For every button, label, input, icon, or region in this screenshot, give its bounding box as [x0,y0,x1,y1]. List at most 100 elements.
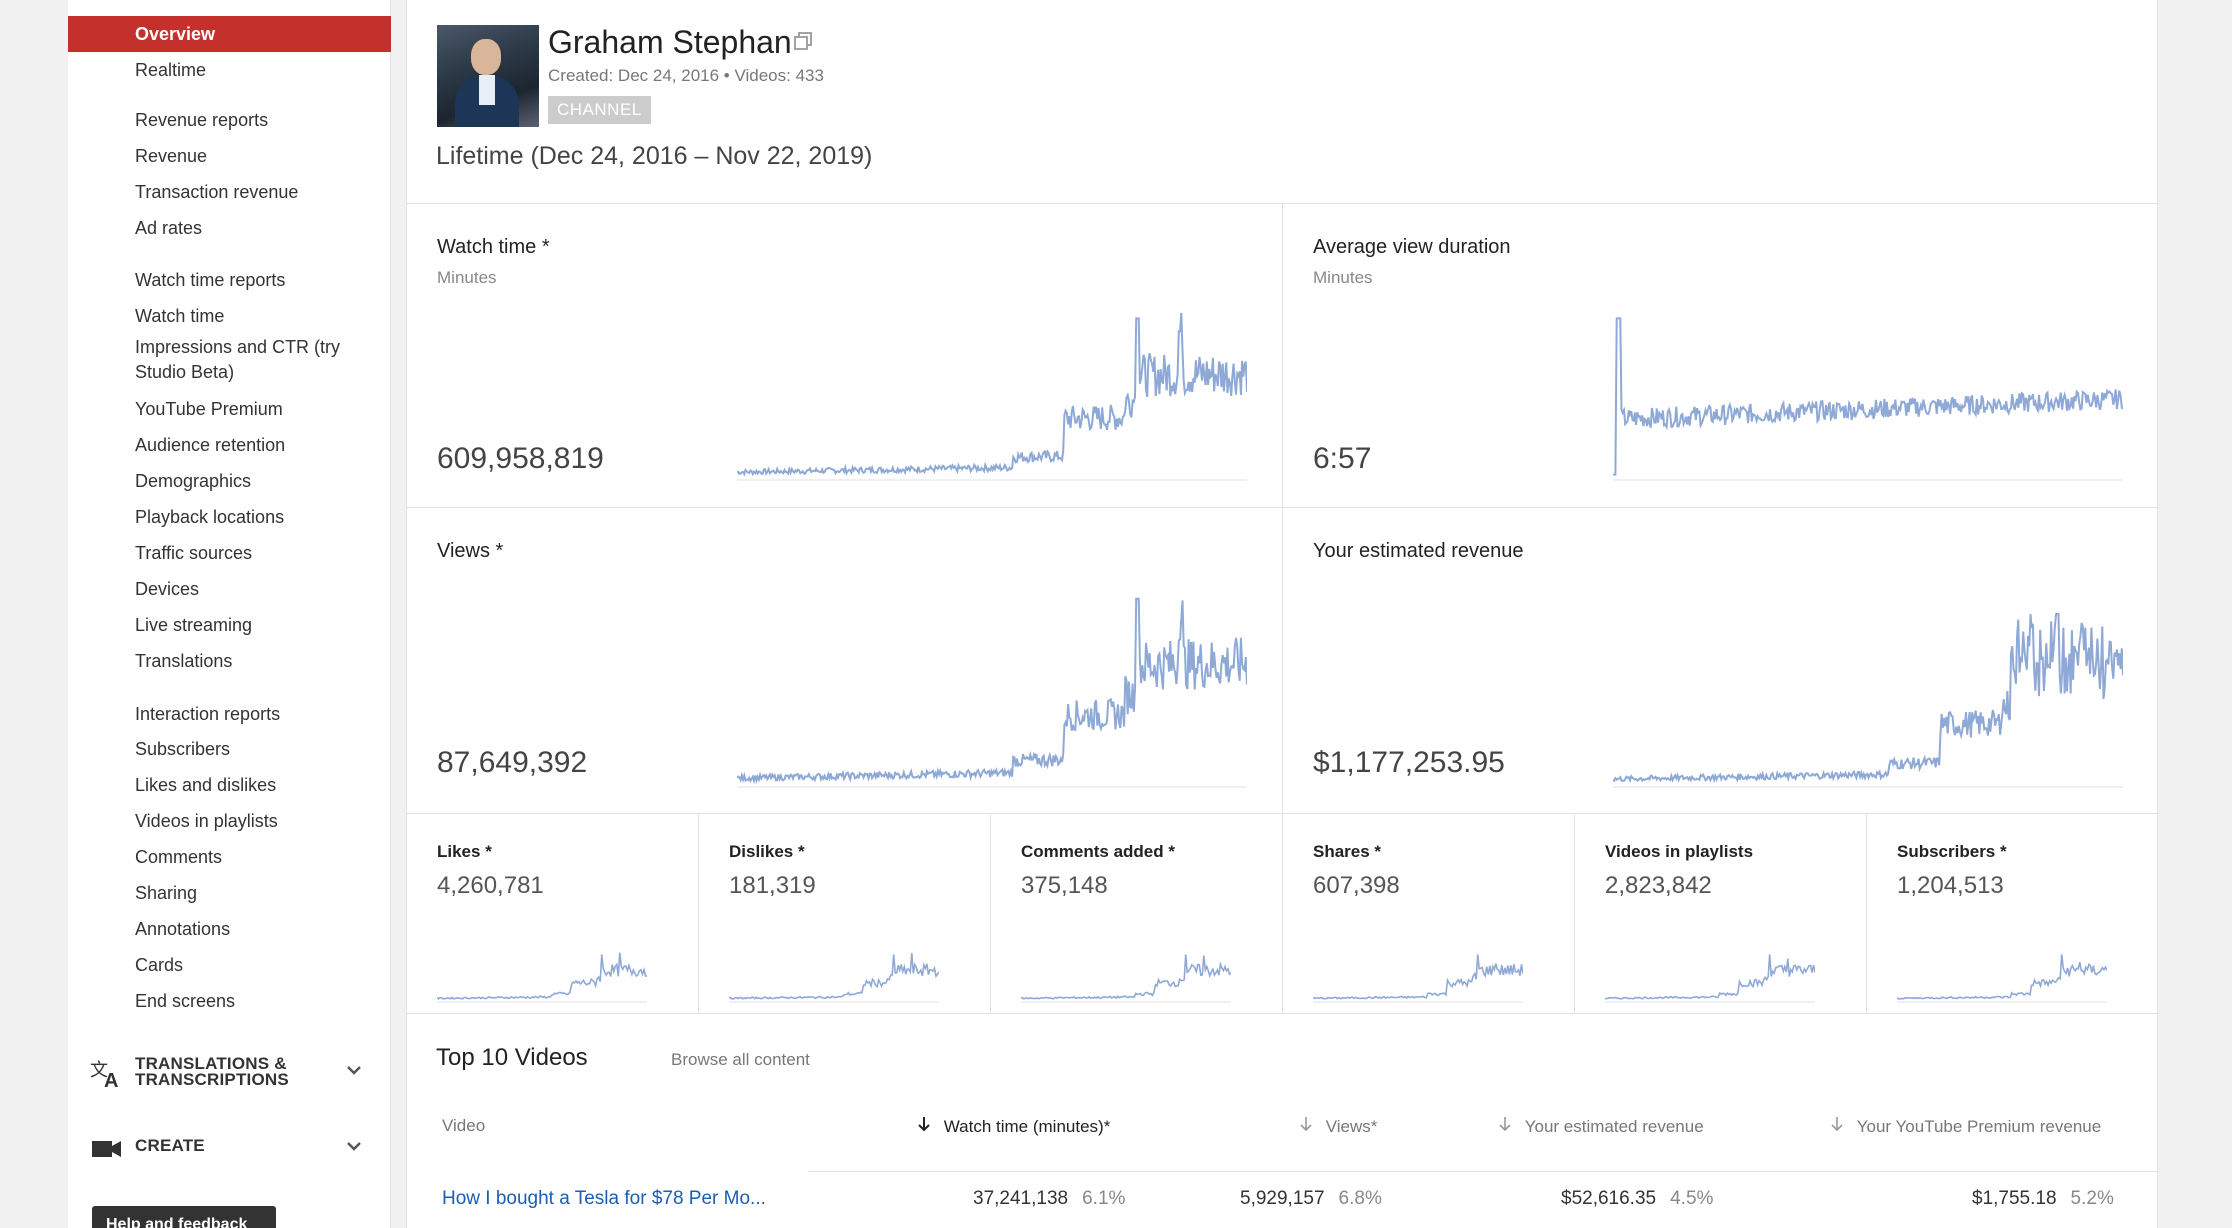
card-value: 607,398 [1313,872,1400,899]
sidebar: Overview Realtime Revenue reports Revenu… [68,0,391,1228]
playlists-sparkline [1605,954,1815,1003]
sidebar-item-cards[interactable]: Cards [135,955,184,975]
sidebar-item-ad-rates[interactable]: Ad rates [135,218,203,238]
sidebar-item-interaction-reports[interactable]: Interaction reports [135,704,281,724]
card-value: 4,260,781 [437,872,544,899]
video-camera-icon [90,1134,124,1164]
sidebar-item-traffic-sources[interactable]: Traffic sources [135,543,253,563]
card-value: 375,148 [1021,872,1108,899]
arrow-down-icon [1498,1117,1517,1136]
sparkline-line [1021,954,1231,1000]
sparkline-line [1613,613,2123,784]
views-sparkline [737,597,1247,788]
sidebar-item-devices[interactable]: Devices [135,579,200,599]
card-value: 2,823,842 [1605,872,1712,899]
sidebar-item-annotations[interactable]: Annotations [135,919,231,939]
video-title-link[interactable]: How I bought a Tesla for $78 Per Mo... [442,1188,766,1209]
card-average-view-duration[interactable]: Average view duration Minutes 6:57 [1283,204,2159,508]
channel-header: Graham Stephan Created: Dec 24, 2016 • V… [407,0,2159,204]
card-dislikes[interactable]: Dislikes * 181,319 [699,814,991,1014]
sparkline-line [737,312,1247,477]
sidebar-item-impressions-ctr[interactable]: Impressions and CTR (try Studio Beta) [135,337,341,382]
cell-premium-revenue: $1,755.18 5.2% [1972,1188,2114,1209]
card-title: Watch time * [437,236,550,258]
cell-watch-time: 37,241,138 6.1% [973,1188,1126,1209]
sidebar-item-sharing[interactable]: Sharing [135,883,198,903]
shares-sparkline [1313,954,1523,1003]
watch-time-sparkline [737,312,1247,481]
card-subscribers[interactable]: Subscribers * 1,204,513 [1867,814,2159,1014]
help-feedback-button[interactable]: Help and feedback [92,1206,276,1228]
sidebar-item-audience-retention[interactable]: Audience retention [135,435,286,455]
sidebar-item-comments[interactable]: Comments [135,847,223,867]
arrow-down-icon [917,1117,936,1136]
sidebar-item-watch-time-reports[interactable]: Watch time reports [135,270,286,290]
sidebar-item-revenue[interactable]: Revenue [135,146,208,166]
create-group[interactable]: CREATE [68,1128,391,1172]
translations-transcriptions-group[interactable]: 文 A TRANSLATIONS & TRANSCRIPTIONS [68,1052,391,1096]
date-range[interactable]: Lifetime (Dec 24, 2016 – Nov 22, 2019) [436,142,873,170]
sparkline-line [1613,317,2123,476]
table-divider [808,1171,2159,1172]
card-title: Videos in playlists [1605,842,1754,861]
card-title: Subscribers * [1897,842,2007,861]
sidebar-item-youtube-premium[interactable]: YouTube Premium [135,399,283,419]
sidebar-item-watch-time[interactable]: Watch time [135,306,225,326]
sidebar-item-demographics[interactable]: Demographics [135,471,252,491]
card-title: Dislikes * [729,842,805,861]
card-watch-time[interactable]: Watch time * Minutes 609,958,819 [407,204,1283,508]
sidebar-item-revenue-reports[interactable]: Revenue reports [135,110,269,130]
sidebar-item-translations[interactable]: Translations [135,651,233,671]
card-comments-added[interactable]: Comments added * 375,148 [991,814,1283,1014]
column-header-revenue[interactable]: Your estimated revenue [1498,1116,1704,1137]
chevron-down-icon[interactable] [346,1136,362,1157]
svg-text:文: 文 [90,1060,108,1081]
card-subtitle: Minutes [1313,268,1373,287]
sidebar-item-playback-locations[interactable]: Playback locations [135,507,285,527]
browse-all-link[interactable]: Browse all content [671,1050,810,1069]
sidebar-item-transaction-revenue[interactable]: Transaction revenue [135,182,299,202]
cell-views: 5,929,157 6.8% [1240,1188,1382,1209]
sidebar-item-realtime[interactable]: Realtime [135,60,207,80]
sidebar-item-subscribers[interactable]: Subscribers [135,739,231,759]
card-likes[interactable]: Likes * 4,260,781 [407,814,699,1014]
sidebar-item-likes-dislikes[interactable]: Likes and dislikes [135,775,277,795]
likes-sparkline [437,952,647,1003]
arrow-down-icon [1830,1117,1849,1136]
sparkline-line [437,952,647,1000]
external-link-icon[interactable] [794,32,812,55]
card-title: Comments added * [1021,842,1175,861]
sparkline-line [1605,954,1815,1000]
sidebar-item-videos-in-playlists[interactable]: Videos in playlists [135,811,278,831]
sidebar-item-live-streaming[interactable]: Live streaming [135,615,253,635]
column-header-watch-time[interactable]: Watch time (minutes)* [917,1116,1110,1137]
card-estimated-revenue[interactable]: Your estimated revenue $1,177,253.95 [1283,508,2159,814]
card-subtitle: Minutes [437,268,497,287]
card-videos-in-playlists[interactable]: Videos in playlists 2,823,842 [1575,814,1867,1014]
chevron-down-icon[interactable] [346,1060,362,1081]
translate-icon: 文 A [90,1058,124,1092]
card-value: $1,177,253.95 [1313,746,1505,779]
column-header-views[interactable]: Views* [1299,1116,1377,1137]
card-value: 87,649,392 [437,746,588,779]
cell-revenue: $52,616.35 4.5% [1561,1188,1714,1209]
dislikes-sparkline [729,953,939,1003]
top-videos-section: Top 10 Videos Browse all content Video W… [407,1014,2159,1228]
comments-sparkline [1021,954,1231,1003]
top-videos-title: Top 10 Videos [436,1044,588,1071]
card-shares[interactable]: Shares * 607,398 [1283,814,1575,1014]
card-value: 6:57 [1313,442,1372,475]
column-header-premium-revenue[interactable]: Your YouTube Premium revenue [1830,1116,2101,1137]
sidebar-item-end-screens[interactable]: End screens [135,991,236,1011]
channel-badge: CHANNEL [548,96,651,124]
svg-text:A: A [104,1070,118,1088]
card-value: 609,958,819 [437,442,604,475]
sparkline-line [737,597,1247,785]
channel-name[interactable]: Graham Stephan [548,24,792,60]
avatar [437,25,539,127]
subscribers-sparkline [1897,954,2107,1003]
channel-meta: Created: Dec 24, 2016 • Videos: 433 [548,66,824,85]
card-views[interactable]: Views * 87,649,392 [407,508,1283,814]
card-title: Views * [437,540,504,562]
sidebar-item-overview[interactable]: Overview [68,16,391,52]
